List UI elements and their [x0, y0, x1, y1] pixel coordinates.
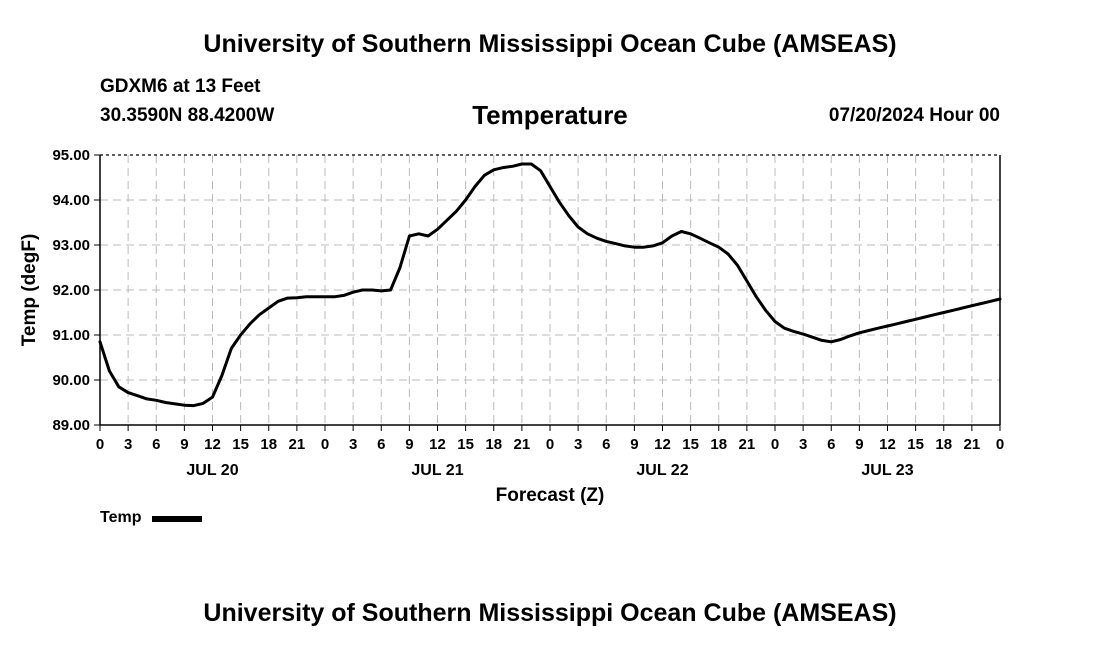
x-tick-label: 9: [180, 436, 188, 453]
x-tick-label: 21: [514, 436, 531, 453]
x-tick-label: 21: [964, 436, 981, 453]
x-tick-label: 15: [682, 436, 699, 453]
x-tick-label: 3: [799, 436, 807, 453]
x-tick-label: 3: [349, 436, 357, 453]
page-title: University of Southern Mississippi Ocean…: [203, 30, 897, 58]
x-tick-label: 0: [996, 436, 1004, 453]
series-line-temp: [98, 162, 1002, 408]
x-tick-label: 21: [289, 436, 306, 453]
legend-label: Temp: [100, 509, 142, 526]
y-axis-label: Temp (degF): [19, 234, 40, 347]
x-tick-label: 21: [739, 436, 756, 453]
x-axis-label: Forecast (Z): [496, 485, 605, 506]
y-tick-label: 89.00: [52, 417, 90, 434]
x-tick-label: 18: [260, 436, 277, 453]
x-tick-label: 9: [405, 436, 413, 453]
x-tick-label: 18: [485, 436, 502, 453]
x-tick-label: 0: [321, 436, 329, 453]
forecast-datetime: 07/20/2024 Hour 00: [828, 105, 1000, 126]
x-tick-label: 12: [654, 436, 671, 453]
day-label: JUL 22: [636, 462, 688, 479]
x-tick-label: 0: [96, 436, 104, 453]
y-tick-label: 90.00: [52, 372, 90, 389]
y-tick-label: 94.00: [52, 192, 90, 209]
x-tick-label: 15: [907, 436, 924, 453]
day-label: JUL 21: [411, 462, 463, 479]
x-tick-label: 18: [935, 436, 952, 453]
legend: Temp: [100, 509, 203, 527]
x-tick-label: 9: [630, 436, 638, 453]
chart-title: Temperature: [472, 100, 628, 130]
x-tick-label: 12: [429, 436, 446, 453]
x-tick-label: 0: [771, 436, 779, 453]
coordinates-label: 30.3590N 88.4200W: [100, 105, 275, 126]
x-tick-label: 3: [574, 436, 582, 453]
y-tick-label: 95.00: [52, 147, 90, 164]
x-tick-label: 6: [152, 436, 160, 453]
legend-line-swatch: [152, 516, 203, 522]
day-label: JUL 23: [861, 462, 913, 479]
x-tick-label: 0: [546, 436, 554, 453]
y-tick-label: 93.00: [52, 237, 90, 254]
y-tick-label: 91.00: [52, 327, 90, 344]
station-label: GDXM6 at 13 Feet: [100, 76, 261, 97]
x-tick-label: 6: [827, 436, 835, 453]
x-tick-label: 6: [377, 436, 385, 453]
x-tick-label: 6: [602, 436, 610, 453]
x-tick-label: 12: [204, 436, 221, 453]
x-tick-label: 18: [710, 436, 727, 453]
y-tick-label: 92.00: [52, 282, 90, 299]
x-tick-label: 12: [879, 436, 896, 453]
x-tick-label: 3: [124, 436, 132, 453]
footer-title: University of Southern Mississippi Ocean…: [203, 599, 897, 627]
day-label: JUL 20: [186, 462, 238, 479]
x-tick-label: 15: [457, 436, 474, 453]
x-tick-label: 15: [232, 436, 249, 453]
x-tick-label: 9: [855, 436, 863, 453]
